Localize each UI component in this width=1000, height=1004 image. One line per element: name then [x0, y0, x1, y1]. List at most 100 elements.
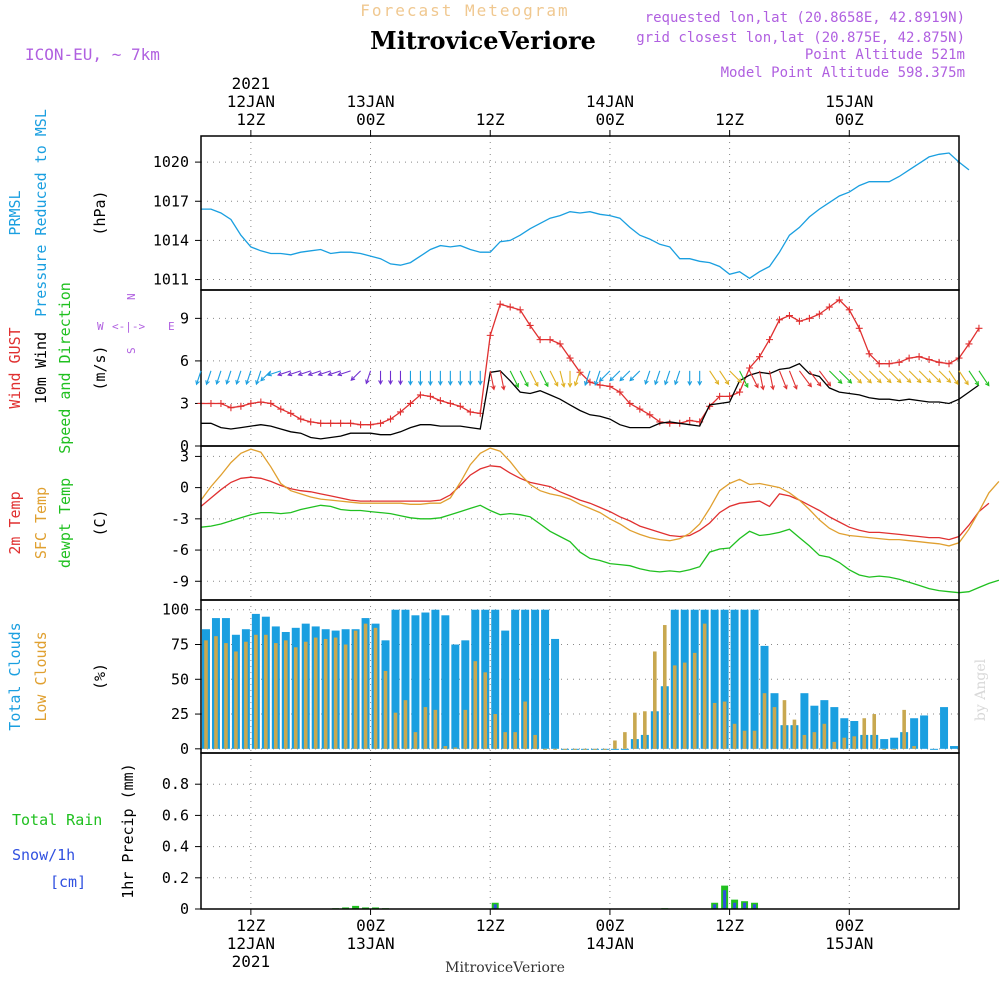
low-cloud-bar — [204, 640, 208, 749]
gust-point — [377, 419, 385, 427]
y-tick-label: -9 — [171, 572, 189, 590]
y-tick-label: 0 — [180, 900, 189, 918]
panel-frame — [200, 752, 960, 910]
snow-bar — [743, 902, 747, 909]
gust-point — [486, 331, 494, 339]
total-cloud-bar — [920, 715, 929, 749]
wind-arrow-head — [687, 381, 693, 386]
compass-east: E — [168, 320, 175, 333]
wind-arrow-head — [195, 380, 200, 386]
low-cloud-bar — [682, 662, 687, 749]
low-cloud-bar — [264, 634, 268, 749]
gust-point — [736, 388, 744, 396]
wind-arrow-head — [609, 376, 614, 382]
panel-precip: 0 0.2 0.4 0.6 0.8 Total Rain Snow/1h [cm] 1hr Pr… — [12, 752, 960, 918]
gust-point — [766, 336, 773, 344]
wind-arrow — [599, 370, 611, 382]
gust-point — [267, 399, 275, 407]
low-cloud-bar — [403, 700, 408, 749]
y-tick-label: 1011 — [153, 271, 189, 289]
total-cloud-bar — [940, 707, 949, 749]
y-tick-label: 0.6 — [162, 806, 189, 824]
wind-arrow-head — [427, 381, 433, 386]
wind-arrow — [288, 370, 301, 376]
gust-point — [885, 360, 893, 368]
wind-arrow-head — [524, 382, 529, 388]
wind-arrow — [644, 370, 651, 385]
total-cloud-bar — [541, 609, 550, 749]
low-cloud-bar — [722, 701, 727, 749]
wind-arrow — [255, 370, 262, 385]
wind-arrow — [489, 370, 495, 390]
gust-point — [536, 336, 544, 344]
gust-point — [227, 404, 235, 412]
gust-point — [516, 306, 524, 314]
wind-arrow — [365, 370, 372, 384]
wind-arrow — [729, 370, 742, 383]
wind-arrow — [788, 370, 798, 389]
panel-label: Speed and Direction — [56, 282, 74, 454]
bottom-time-label: 00Z — [595, 916, 624, 935]
y-tick-label: 1014 — [153, 231, 189, 249]
bottom-time-label: 12Z — [715, 916, 744, 935]
y-tick-label: 0.4 — [162, 838, 189, 856]
y-tick-label: -3 — [171, 510, 189, 528]
total-cloud-bar — [491, 609, 500, 749]
wind-arrow-head — [770, 385, 775, 391]
total-cloud-bar — [431, 609, 440, 749]
wind-arrow-head — [857, 378, 863, 384]
wind-arrow-head — [697, 380, 703, 386]
panel-label: PRMSL — [6, 190, 24, 235]
wind-arrow-head — [398, 380, 403, 386]
gust-point — [327, 419, 335, 427]
unit-label: (C) — [91, 509, 109, 536]
bottom-time-label: 13JAN — [346, 934, 394, 953]
wind-arrow-head — [307, 371, 313, 377]
wind-arrow-head — [567, 382, 573, 388]
total-cloud-bar — [710, 609, 719, 749]
gust-point — [825, 303, 833, 311]
wind-arrow — [778, 370, 788, 389]
wind-arrow — [298, 370, 311, 376]
gust-point — [716, 392, 724, 400]
wind-arrow-head — [418, 381, 423, 386]
wind-arrow — [978, 370, 990, 386]
gust-point — [746, 364, 754, 372]
wind-arrow — [629, 370, 641, 381]
wind-arrow — [968, 370, 979, 386]
gust-point — [835, 296, 843, 304]
wind-arrow-head — [553, 381, 559, 387]
low-cloud-bar — [662, 625, 667, 749]
wind-arrow-head — [926, 378, 932, 384]
gust-point — [506, 303, 514, 311]
wind-arrow-head — [644, 379, 649, 385]
panels: 1011 1014 1017 1020 PRMSL Pressure Reduced to… — [6, 109, 1000, 918]
low-cloud-bar — [593, 748, 597, 750]
gust-point — [307, 418, 315, 426]
wind-arrow-head — [793, 384, 798, 390]
low-cloud-bar — [633, 712, 637, 749]
wind-arrow-head — [837, 379, 843, 384]
low-cloud-bar — [513, 732, 517, 749]
low-cloud-bar — [503, 732, 507, 749]
y-tick-label: 50 — [171, 670, 189, 688]
wind-arrow — [559, 370, 565, 387]
wind-arrow-head — [754, 383, 759, 389]
gust-point — [686, 416, 694, 424]
top-time-label: 12Z — [715, 110, 744, 129]
wind-arrow-head — [674, 380, 679, 386]
wind-arrow-head — [629, 376, 635, 382]
total-cloud-bar — [830, 707, 839, 749]
subtitle: Forecast Meteogram — [360, 1, 569, 20]
gust-point — [436, 397, 444, 405]
low-cloud-bar — [832, 741, 837, 749]
total-cloud-bar — [531, 609, 540, 749]
total-cloud-bar — [910, 718, 919, 749]
total-cloud-bar — [441, 615, 450, 749]
low-cloud-bar — [533, 734, 537, 749]
wind-arrow-head — [477, 380, 483, 386]
rain-bar — [342, 907, 350, 909]
wind-arrow — [664, 370, 671, 385]
